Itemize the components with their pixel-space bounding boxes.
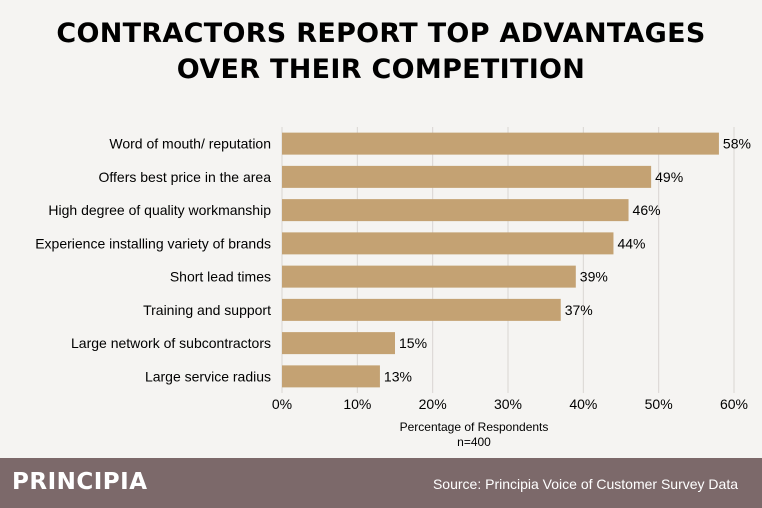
data-label: 49% — [655, 169, 683, 185]
sample-size-note: n=400 — [457, 435, 491, 449]
x-tick-label: 50% — [645, 396, 673, 412]
bar — [282, 298, 561, 321]
bar — [282, 365, 380, 388]
bar — [282, 232, 614, 255]
chart-title-line-2: OVER THEIR COMPETITION — [176, 54, 586, 85]
x-tick-label: 30% — [494, 396, 522, 412]
category-label: Word of mouth/ reputation — [109, 136, 271, 152]
brand-logo: PRINCIPIA — [12, 469, 148, 495]
chart-title-line-1: CONTRACTORS REPORT TOP ADVANTAGES — [56, 18, 706, 49]
data-label: 58% — [723, 136, 751, 152]
bar — [282, 132, 719, 155]
category-label: Short lead times — [170, 269, 271, 285]
chart-title: CONTRACTORS REPORT TOP ADVANTAGES OVER T… — [0, 16, 762, 88]
x-tick-label: 40% — [569, 396, 597, 412]
x-tick-label: 0% — [272, 396, 292, 412]
bar — [282, 199, 629, 222]
data-label: 13% — [384, 368, 412, 384]
bar — [282, 265, 576, 288]
data-label: 15% — [399, 335, 427, 351]
bar — [282, 165, 652, 188]
x-tick-label: 10% — [343, 396, 371, 412]
source-note: Source: Principia Voice of Customer Surv… — [432, 476, 738, 492]
data-label: 37% — [565, 302, 593, 318]
x-tick-label: 20% — [419, 396, 447, 412]
category-label: High degree of quality workmanship — [48, 202, 271, 218]
bar — [282, 332, 395, 355]
category-label: Training and support — [143, 302, 271, 318]
x-tick-label: 60% — [720, 396, 748, 412]
category-label: Offers best price in the area — [99, 169, 272, 185]
x-axis-label: Percentage of Respondents — [400, 420, 549, 434]
category-label: Large network of subcontractors — [71, 335, 271, 351]
category-label: Experience installing variety of brands — [35, 235, 271, 251]
footer-bar: PRINCIPIA Source: Principia Voice of Cus… — [0, 458, 762, 508]
bar-chart: Word of mouth/ reputation 58% Offers best … — [35, 127, 751, 449]
data-label: 46% — [633, 202, 661, 218]
data-label: 44% — [617, 235, 645, 251]
data-label: 39% — [580, 269, 608, 285]
category-label: Large service radius — [145, 368, 271, 384]
